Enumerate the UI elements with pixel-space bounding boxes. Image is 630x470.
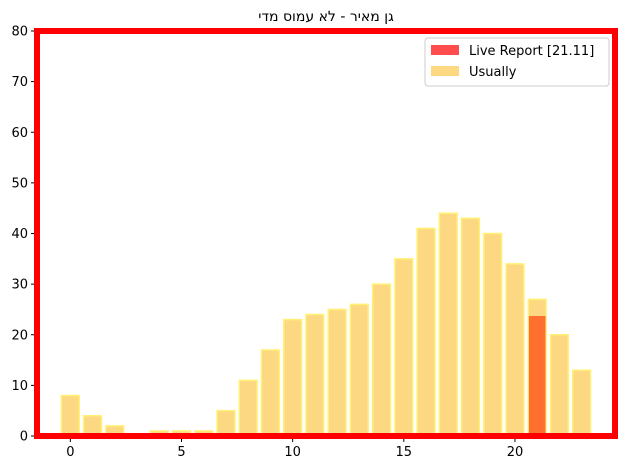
- usual-bar: [82, 415, 103, 437]
- y-tick-label: 70: [11, 75, 28, 90]
- y-tick-label: 20: [11, 328, 28, 343]
- usual-bar: [483, 232, 503, 437]
- usual-bar: [460, 217, 481, 437]
- x-tick-label: 20: [507, 445, 524, 460]
- legend-swatch-live: [431, 45, 459, 55]
- usual-bar: [438, 212, 458, 437]
- legend-swatch-usually: [431, 66, 459, 76]
- plot-frame: [34, 28, 618, 439]
- usual-bar: [60, 394, 80, 437]
- x-tick-label: 0: [66, 445, 74, 460]
- legend-box: [424, 37, 610, 87]
- legend-label-usually: Usually: [469, 65, 517, 80]
- y-tick-label: 80: [11, 25, 28, 40]
- usual-bar: [416, 227, 436, 437]
- y-tick-label: 40: [11, 227, 28, 242]
- x-tick-label: 5: [177, 445, 185, 460]
- usual-bar: [260, 349, 281, 437]
- usual-bar: [371, 283, 392, 437]
- x-tick-label: 10: [284, 445, 301, 460]
- legend-label-live: Live Report [21.11]: [469, 44, 594, 59]
- usual-bar: [505, 263, 525, 437]
- usual-bar: [349, 303, 369, 437]
- live-bars: [528, 316, 546, 436]
- usual-bars: [60, 212, 592, 437]
- y-tick-label: 60: [11, 126, 28, 141]
- usual-bar: [327, 308, 347, 437]
- y-tick-label: 10: [11, 379, 28, 394]
- legend: Live Report [21.11] Usually: [424, 37, 610, 87]
- chart-title: גן מאיר - לא עמוס מדי: [258, 9, 394, 25]
- usual-bar: [572, 369, 592, 437]
- x-tick-label: 15: [396, 445, 413, 460]
- usual-bar: [283, 318, 303, 437]
- y-axis: 0 10 20 30 40 50 60 70 80: [11, 25, 37, 445]
- y-tick-label: 30: [11, 278, 28, 293]
- x-axis: 0 5 10 15 20: [66, 436, 523, 460]
- y-tick-label: 0: [20, 430, 28, 445]
- usual-bar: [305, 313, 325, 437]
- live-bar: [528, 316, 546, 436]
- usual-bar: [394, 258, 414, 437]
- usual-bar: [549, 334, 570, 437]
- y-tick-label: 50: [11, 176, 28, 191]
- usual-bar: [216, 409, 236, 437]
- usual-bar: [238, 379, 258, 437]
